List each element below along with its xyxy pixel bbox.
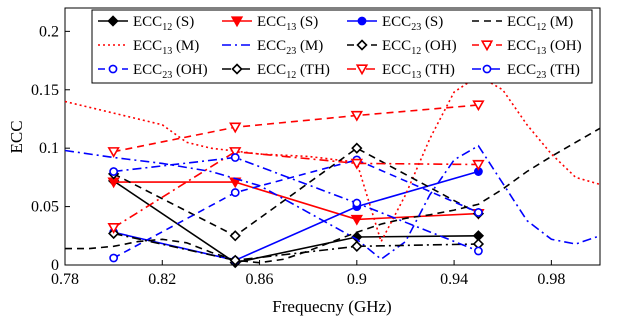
data-point [474, 246, 483, 256]
series-line [113, 232, 479, 262]
y-tick-label: 0.05 [31, 199, 59, 216]
data-point [352, 198, 362, 208]
legend-label: ECC13 (TH) [382, 62, 455, 81]
series-line [65, 127, 601, 264]
x-tick-label: 0.98 [537, 271, 565, 288]
x-axis-label: Frequecny (GHz) [272, 297, 391, 316]
legend-label: ECC12 (M) [507, 14, 573, 33]
series-line [113, 159, 479, 259]
data-point [351, 142, 363, 154]
x-tick-label: 0.82 [148, 271, 176, 288]
legend-entry: ECC23 (S) [347, 14, 443, 33]
data-point [109, 253, 119, 263]
data-point [229, 122, 242, 134]
series-line [113, 156, 479, 252]
x-tick-label: 0.9 [347, 271, 367, 288]
legend-label: ECC12 (TH) [257, 62, 330, 81]
legend-box [91, 9, 593, 84]
data-point [230, 188, 240, 197]
series-group [64, 74, 601, 269]
legend-marker [356, 39, 368, 51]
legend-entry: ECC12 (OH) [347, 38, 457, 57]
data-point [230, 153, 240, 162]
legend-entry: ECC12 (S) [98, 14, 194, 33]
legend-label: ECC23 (M) [257, 38, 323, 57]
y-tick-label: 0.15 [31, 82, 59, 99]
series-line [64, 144, 601, 261]
data-point [229, 147, 242, 158]
series-5 [64, 144, 601, 261]
legend-entry: ECC13 (M) [98, 38, 199, 57]
series-10 [107, 147, 485, 234]
series-3 [65, 127, 601, 264]
x-tick-label: 0.78 [51, 271, 79, 288]
legend-label: ECC12 (OH) [382, 38, 457, 57]
x-tick-label: 0.94 [440, 271, 468, 288]
legend-entry: ECC12 (M) [472, 14, 573, 33]
legend-label: ECC13 (M) [133, 38, 199, 57]
legend-marker [355, 64, 369, 76]
legend-entry: ECC23 (TH) [472, 62, 580, 81]
legend-entry: ECC23 (M) [222, 38, 323, 57]
series-line [113, 150, 479, 229]
data-point [109, 167, 119, 176]
legend-entry: ECC13 (OH) [472, 38, 582, 57]
data-point [474, 208, 483, 217]
legend-marker [230, 16, 244, 28]
legend-marker [108, 64, 118, 74]
data-point [351, 240, 363, 252]
legend-marker [480, 40, 494, 52]
data-point [350, 110, 363, 122]
legend-marker [231, 63, 243, 75]
data-point [229, 230, 241, 242]
y-tick-label: 0.1 [39, 140, 59, 157]
x-tick-label: 0.86 [246, 271, 274, 288]
data-point [472, 100, 485, 112]
series-9 [108, 227, 485, 266]
legend-marker [357, 16, 367, 26]
legend-entry: ECC23 (OH) [98, 62, 208, 81]
data-point [107, 147, 120, 158]
legend-label: ECC13 (S) [257, 14, 318, 33]
legend-entry: ECC13 (TH) [347, 62, 455, 81]
series-11 [109, 153, 483, 256]
legend-marker [107, 15, 119, 27]
data-point [350, 158, 363, 170]
axis-ticks: 0.78 0.82 0.86 0.9 0.94 0.98 0 0.05 0.1 0.15 0.2 [31, 23, 565, 288]
legend: ECC12 (S) ECC13 (S) ECC23 (S) ECC12 (M) ECC1… [91, 9, 593, 84]
legend-entry: ECC13 (S) [222, 14, 318, 33]
legend-label: ECC23 (S) [382, 14, 443, 33]
legend-label: ECC13 (OH) [507, 38, 582, 57]
y-axis-label: ECC [7, 120, 26, 153]
data-point [229, 254, 241, 266]
series-line [113, 180, 479, 264]
legend-marker [482, 64, 492, 74]
series-7 [107, 100, 485, 158]
legend-entry: ECC12 (TH) [222, 62, 330, 81]
legend-label: ECC12 (S) [133, 14, 194, 33]
data-point [350, 214, 363, 226]
series-line [113, 104, 479, 153]
data-point [107, 223, 120, 234]
y-tick-label: 0 [51, 257, 59, 274]
legend-label: ECC23 (TH) [507, 62, 580, 81]
data-point [472, 159, 485, 171]
legend-label: ECC23 (OH) [133, 62, 208, 81]
y-tick-label: 0.2 [39, 23, 59, 40]
